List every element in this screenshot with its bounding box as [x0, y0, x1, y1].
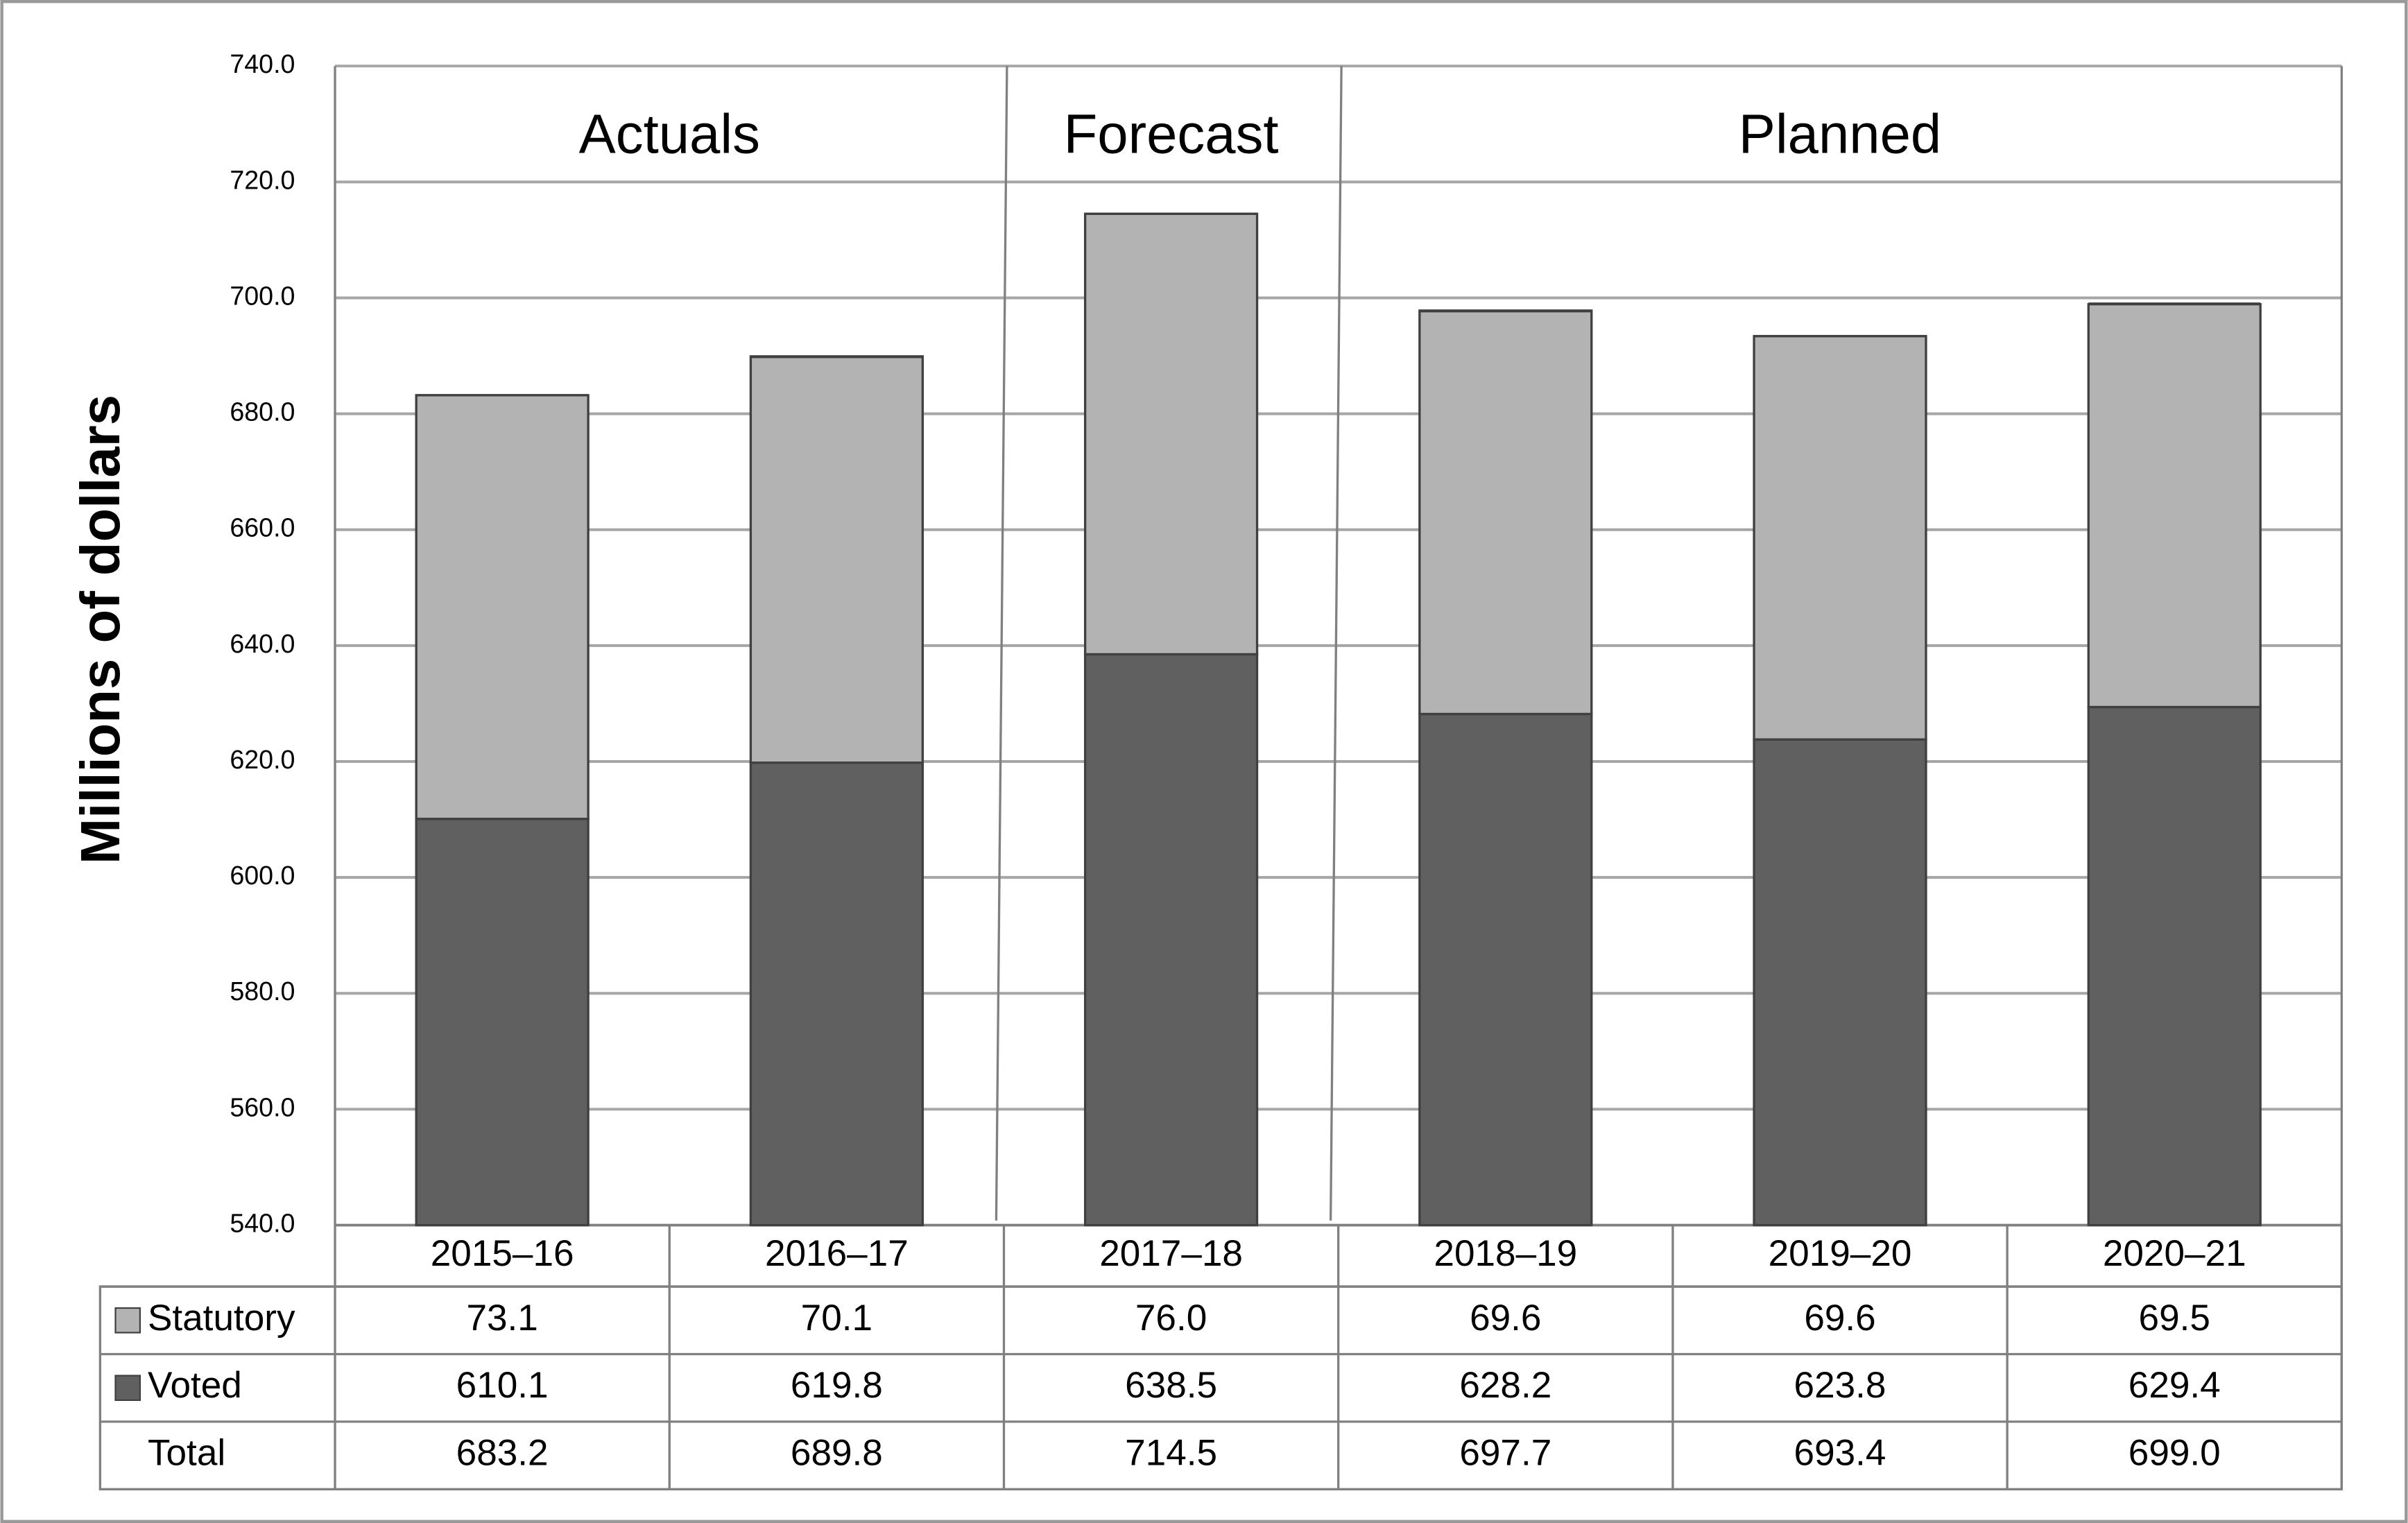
- total-label: Total: [148, 1433, 225, 1474]
- y-tick-label: 540.0: [230, 1208, 295, 1237]
- bar-segment: [1418, 712, 1593, 1227]
- total-value-label: 699.0: [2128, 1433, 2221, 1474]
- section-label: Forecast: [1064, 103, 1279, 164]
- y-tick-label: 740.0: [230, 49, 295, 78]
- x-tick-label: 2017–18: [1099, 1233, 1243, 1274]
- section-label: Planned: [1739, 103, 1941, 164]
- y-tick-label: 620.0: [230, 745, 295, 774]
- x-tick-label: 2019–20: [1769, 1233, 1912, 1274]
- x-tick-label: 2016–17: [765, 1233, 909, 1274]
- value-label: 623.8: [1794, 1365, 1886, 1406]
- value-label: 629.4: [2128, 1365, 2221, 1406]
- value-label: 70.1: [801, 1298, 872, 1339]
- x-tick-label: 2020–21: [2103, 1233, 2246, 1274]
- value-label: 628.2: [1459, 1365, 1551, 1406]
- legend-label: Voted: [148, 1365, 242, 1406]
- y-tick-label: 640.0: [230, 629, 295, 658]
- bar-segment: [1083, 653, 1259, 1227]
- total-value-label: 697.7: [1459, 1433, 1551, 1474]
- bar-segment: [415, 394, 590, 820]
- y-tick-label: 700.0: [230, 281, 295, 310]
- value-label: 619.8: [791, 1365, 883, 1406]
- total-value-label: 683.2: [456, 1433, 549, 1474]
- bar-segment: [1753, 334, 1927, 741]
- value-label: 69.5: [2139, 1298, 2210, 1339]
- section-divider: [1329, 66, 1343, 1221]
- y-tick-label: 600.0: [230, 861, 295, 890]
- bar-segment: [415, 818, 590, 1227]
- bar-segment: [2087, 705, 2262, 1227]
- value-label: 73.1: [466, 1298, 538, 1339]
- bar-segment: [749, 355, 924, 764]
- total-value-label: 714.5: [1125, 1433, 1217, 1474]
- x-tick-label: 2015–16: [431, 1233, 574, 1274]
- value-label: 610.1: [456, 1365, 549, 1406]
- x-tick-label: 2018–19: [1434, 1233, 1577, 1274]
- y-axis-label: Millions of dollars: [69, 395, 131, 864]
- y-tick-label: 560.0: [230, 1092, 295, 1121]
- value-label: 69.6: [1804, 1298, 1875, 1339]
- total-value-label: 693.4: [1794, 1433, 1886, 1474]
- value-label: 76.0: [1135, 1298, 1207, 1339]
- value-label: 638.5: [1125, 1365, 1217, 1406]
- total-value-label: 689.8: [791, 1433, 883, 1474]
- legend-label: Statutory: [148, 1298, 295, 1339]
- section-divider: [995, 66, 1008, 1221]
- y-tick-label: 680.0: [230, 397, 295, 427]
- bar-segment: [749, 762, 924, 1227]
- bar-segment: [1418, 309, 1593, 716]
- legend-swatch: [114, 1375, 141, 1402]
- y-tick-label: 580.0: [230, 976, 295, 1006]
- bar-segment: [2087, 302, 2262, 709]
- value-label: 69.6: [1470, 1298, 1541, 1339]
- bar-segment: [1083, 212, 1259, 656]
- y-tick-label: 720.0: [230, 165, 295, 194]
- y-tick-label: 660.0: [230, 513, 295, 542]
- bar-segment: [1753, 738, 1927, 1227]
- legend-swatch: [114, 1307, 141, 1334]
- section-label: Actuals: [579, 103, 760, 164]
